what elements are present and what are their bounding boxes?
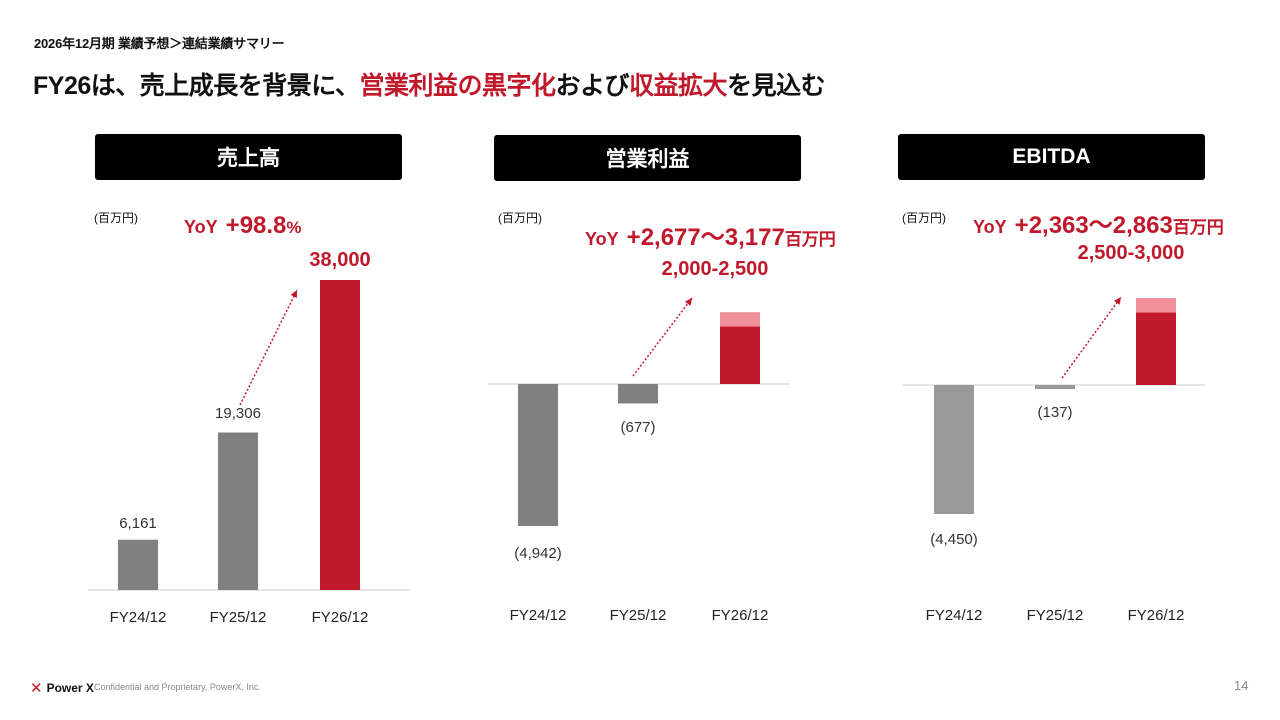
- bar: [218, 432, 258, 590]
- page-number: 14: [1234, 678, 1249, 693]
- data-label: 38,000: [309, 249, 370, 271]
- category-label: FY24/12: [926, 607, 983, 624]
- data-label: 2,500-3,000: [1078, 242, 1185, 264]
- headline-part-1: FY26は、売上成長を背景に、: [33, 72, 360, 100]
- panel-header-operating-profit: 営業利益: [494, 135, 801, 181]
- bar: [720, 326, 760, 384]
- headline-part-3: および: [555, 72, 630, 100]
- data-label: (4,450): [930, 531, 978, 548]
- bar: [118, 539, 158, 590]
- trend-arrow: [239, 289, 298, 406]
- panel-header-revenue: 売上高: [95, 134, 402, 180]
- confidential-note: Confidential and Proprietary, PowerX, In…: [94, 682, 261, 692]
- unit-label-ebitda: (百万円): [902, 211, 946, 225]
- trend-arrow-head: [1113, 297, 1121, 305]
- category-label: FY26/12: [1128, 607, 1185, 624]
- unit-label-revenue: (百万円): [94, 211, 138, 225]
- bar-range: [1136, 298, 1176, 313]
- trend-arrow-head: [290, 290, 297, 298]
- category-label: FY26/12: [312, 609, 369, 626]
- trend-arrow-head: [684, 298, 692, 306]
- bar: [618, 384, 658, 404]
- data-label: (4,942): [514, 545, 562, 562]
- category-label: FY24/12: [110, 609, 167, 626]
- data-label: (137): [1037, 404, 1072, 421]
- yoy-ebitda: YoY +2,363〜2,863百万円: [973, 205, 1224, 240]
- yoy-unit: %: [286, 218, 302, 237]
- yoy-revenue: YoY +98.8%: [184, 212, 302, 240]
- logo-text: Power X: [46, 681, 94, 695]
- yoy-operating-profit: YoY +2,677〜3,177百万円: [585, 217, 836, 252]
- breadcrumb: 2026年12月期 業績予想＞連結業績サマリー: [34, 36, 285, 51]
- data-label: (677): [620, 419, 655, 436]
- data-label: 19,306: [215, 405, 261, 422]
- headline-highlight-2: 収益拡大: [629, 72, 728, 100]
- logo-x-icon: ✕: [30, 680, 43, 697]
- yoy-label: YoY: [585, 229, 619, 249]
- bar: [320, 280, 360, 590]
- data-label: 2,000-2,500: [662, 258, 769, 280]
- bar-range: [720, 312, 760, 327]
- bar: [934, 385, 974, 514]
- category-label: FY25/12: [610, 607, 667, 624]
- trend-arrow: [1061, 296, 1122, 379]
- yoy-unit: 百万円: [1172, 218, 1224, 237]
- yoy-label: YoY: [973, 217, 1007, 237]
- category-label: FY24/12: [510, 607, 567, 624]
- yoy-value: +2,363〜2,863: [1014, 212, 1173, 239]
- yoy-value: +2,677〜3,177: [626, 224, 785, 251]
- yoy-value: +98.8: [225, 212, 287, 239]
- page-title: FY26は、売上成長を背景に、営業利益の黒字化および収益拡大を見込む: [33, 66, 826, 102]
- company-logo: ✕ Power X: [30, 679, 94, 697]
- bar: [518, 384, 558, 526]
- yoy-unit: 百万円: [784, 230, 836, 249]
- panel-header-ebitda: EBITDA: [898, 134, 1205, 180]
- trend-arrow: [632, 297, 693, 377]
- yoy-label: YoY: [184, 217, 218, 237]
- bar: [1035, 385, 1075, 389]
- headline-highlight-1: 営業利益の黒字化: [359, 72, 557, 100]
- category-label: FY25/12: [1027, 607, 1084, 624]
- data-label: 6,161: [119, 515, 157, 532]
- bar: [1136, 312, 1176, 385]
- category-label: FY26/12: [712, 607, 769, 624]
- headline-part-5: を見込む: [727, 72, 826, 100]
- unit-label-operating-profit: (百万円): [498, 211, 542, 225]
- category-label: FY25/12: [210, 609, 267, 626]
